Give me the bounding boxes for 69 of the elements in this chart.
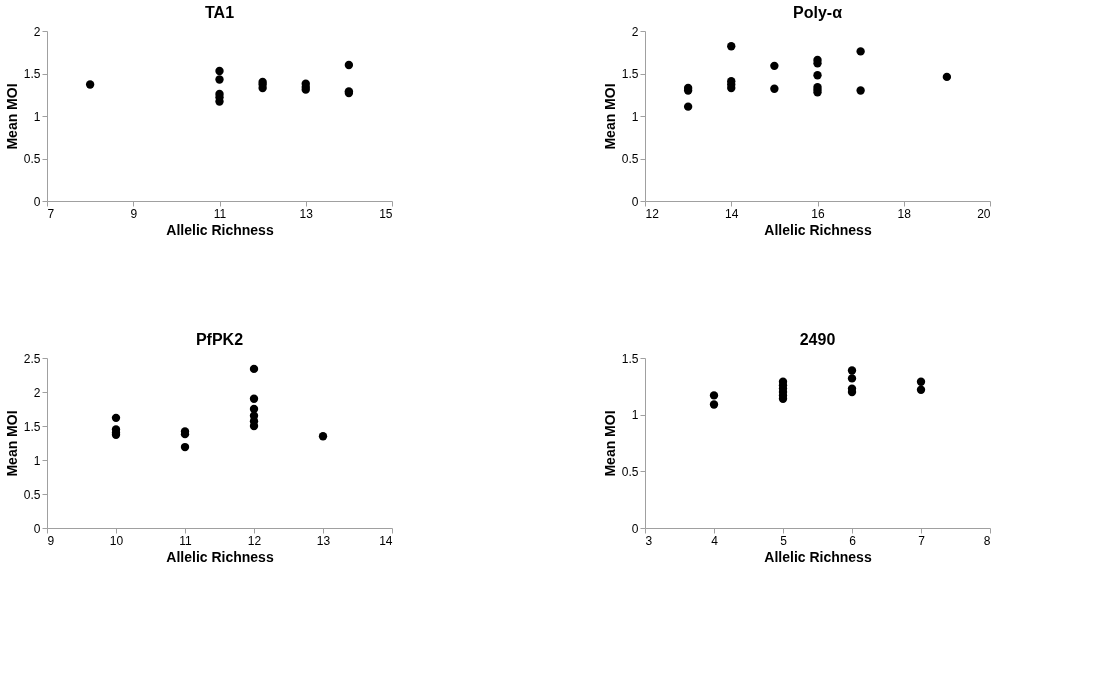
y-tick-label: 0.5 <box>621 152 639 166</box>
point <box>344 60 354 70</box>
y-tick-label: 2 <box>33 385 41 400</box>
y-axis-title: Mean MOI <box>3 410 20 477</box>
x-tick-label: 7 <box>918 533 926 548</box>
x-tick-label: 4 <box>711 533 719 548</box>
chart-title: Poly-α <box>793 4 843 21</box>
y-tick-label: 0.5 <box>23 487 41 502</box>
chart-title: PfPK2 <box>195 331 244 348</box>
x-tick-label: 5 <box>780 533 788 548</box>
y-tick-label: 0 <box>33 194 41 209</box>
y-axis-title: Mean MOI <box>3 83 20 150</box>
x-tick-label: 15 <box>379 206 393 221</box>
point <box>916 377 926 386</box>
x-axis-title: Allelic Richness <box>166 221 274 238</box>
x-tick-label: 3 <box>645 533 653 548</box>
point <box>111 413 121 423</box>
point <box>249 364 259 374</box>
y-tick-label: 0.5 <box>23 152 41 166</box>
y-tick-label: 1 <box>33 109 41 124</box>
y-tick-label: 0 <box>33 521 41 536</box>
point <box>215 66 224 76</box>
y-tick-label: 1.5 <box>23 67 41 81</box>
point <box>709 400 719 409</box>
x-axis-title: Allelic Richness <box>764 221 872 238</box>
x-tick-label: 14 <box>725 206 739 221</box>
point <box>249 394 259 403</box>
y-tick-label: 0 <box>631 521 639 536</box>
y-tick-label: 0.5 <box>621 464 639 479</box>
y-tick-label: 1.5 <box>621 351 639 366</box>
x-tick-label: 9 <box>47 533 55 548</box>
y-tick-label: 2 <box>33 24 41 39</box>
point <box>215 75 224 84</box>
x-axis-title: Allelic Richness <box>166 548 274 565</box>
y-tick-label: 1 <box>631 109 639 124</box>
y-axis-title: Mean MOI <box>601 83 618 150</box>
x-tick-label: 12 <box>247 533 262 548</box>
x-tick-label: 14 <box>379 533 393 548</box>
point <box>847 374 857 383</box>
x-tick-label: 18 <box>897 206 912 221</box>
y-tick-label: 2.5 <box>23 351 41 366</box>
y-axis-title: Mean MOI <box>601 410 618 477</box>
x-tick-label: 20 <box>977 206 991 221</box>
y-tick-label: 2 <box>631 24 639 39</box>
point <box>916 385 926 394</box>
x-tick-label: 11 <box>179 533 193 548</box>
x-tick-label: 12 <box>645 206 660 221</box>
y-tick-label: 1 <box>631 408 639 423</box>
point <box>180 442 190 452</box>
x-axis-title: Allelic Richness <box>764 548 872 565</box>
chart-title: TA1 <box>204 4 235 21</box>
x-tick-label: 10 <box>109 533 124 548</box>
x-tick-label: 6 <box>849 533 857 548</box>
x-tick-label: 7 <box>47 206 55 221</box>
x-tick-label: 8 <box>983 533 991 548</box>
x-tick-label: 13 <box>316 533 331 548</box>
y-tick-label: 1.5 <box>621 67 639 81</box>
point <box>709 391 719 400</box>
y-tick-label: 1.5 <box>23 419 41 434</box>
point <box>847 366 857 375</box>
point <box>318 432 328 441</box>
y-tick-label: 1 <box>33 453 41 468</box>
x-tick-label: 13 <box>299 206 314 221</box>
x-tick-label: 11 <box>213 206 227 221</box>
y-tick-label: 0 <box>631 194 639 209</box>
point <box>85 80 95 89</box>
chart-title: 2490 <box>799 331 836 348</box>
x-tick-label: 16 <box>811 206 825 221</box>
x-tick-label: 9 <box>130 206 138 221</box>
